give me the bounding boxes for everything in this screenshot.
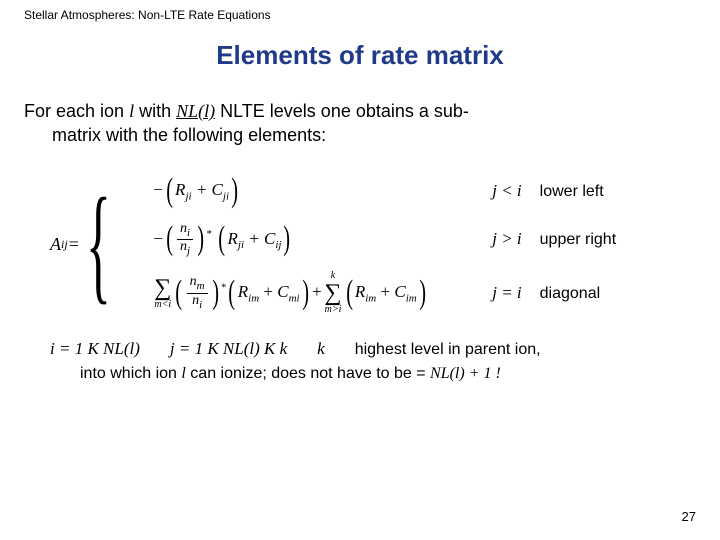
c1-rp: ): [231, 174, 238, 208]
bn-nl: NL(l): [430, 365, 465, 382]
bn-pre: into which ion: [80, 365, 181, 382]
c3-note: diagonal: [540, 285, 601, 303]
left-brace: {: [86, 168, 111, 322]
c2-den-sub: j: [187, 245, 190, 257]
c1-cond: j < i: [492, 181, 521, 201]
c2-frac: ninj: [177, 222, 193, 258]
c3-lp1: (: [176, 276, 183, 310]
c1-neg: −: [152, 180, 163, 199]
c3-sum2-bot: m>i: [325, 305, 342, 315]
lhs: Aij =: [50, 168, 86, 322]
intro-pre: For each ion: [24, 101, 129, 121]
c2-den-n: n: [180, 239, 187, 254]
bn-post: + 1 !: [465, 365, 501, 382]
lhs-sub: ij: [61, 237, 68, 252]
c2-lp1: (: [166, 222, 173, 256]
c3-C2: C: [394, 282, 405, 301]
intro-line2: matrix with the following elements:: [24, 123, 696, 147]
c2-Csub: ij: [275, 239, 281, 251]
j-range: j = 1 K NL(l) K k: [170, 339, 287, 359]
c2-rp2: ): [284, 222, 291, 256]
c3-sum2: k∑m>i: [324, 271, 341, 315]
c1-plus: +: [192, 180, 212, 199]
c3-C2sub: im: [406, 293, 417, 305]
page-number: 27: [682, 509, 696, 524]
case-upper-right: −(ninj)* (Rji + Cij) j > i upper right: [152, 222, 616, 258]
index-ranges: i = 1 K NL(l) j = 1 K NL(l) K k k highes…: [50, 339, 700, 359]
c3-R2: R: [355, 282, 365, 301]
c3-C1: C: [277, 282, 288, 301]
c3-rp3: ): [419, 276, 426, 310]
c1-R: R: [175, 180, 185, 199]
intro-mid: with: [134, 101, 176, 121]
c3-num-n: n: [190, 274, 197, 289]
bn-mid: can ionize; does not have to be =: [186, 365, 430, 382]
intro-post: NLTE levels one obtains a sub-: [215, 101, 469, 121]
c2-R: R: [228, 228, 238, 247]
c2-plus: +: [244, 228, 264, 247]
c2-num-sub: i: [187, 226, 190, 238]
matrix-definition: Aij = { −(Rji + Cji) j < i lower left −(…: [50, 168, 700, 322]
c3-lp2: (: [229, 276, 236, 310]
slide: Stellar Atmospheres: Non-LTE Rate Equati…: [0, 0, 720, 540]
c3-R1sub: im: [248, 293, 259, 305]
c3-R1: R: [238, 282, 248, 301]
cases: −(Rji + Cji) j < i lower left −(ninj)* (…: [152, 168, 616, 322]
c2-cond: j > i: [492, 229, 521, 249]
c1-Csub: ji: [223, 190, 229, 202]
c3-num-sub: m: [197, 280, 205, 292]
c3-C1sub: mi: [289, 293, 300, 305]
c3-sum1-bot: m<i: [154, 300, 171, 310]
c3-frac: nmni: [187, 275, 208, 311]
c3-sum1: ∑m<i: [154, 276, 171, 310]
intro-nll: NL(l): [176, 101, 215, 121]
case-lower-left: −(Rji + Cji) j < i lower left: [152, 174, 616, 208]
c3-R2sub: im: [365, 293, 376, 305]
lhs-eq: =: [68, 234, 80, 255]
k-sym: k: [317, 339, 325, 359]
k-desc: highest level in parent ion,: [355, 341, 541, 359]
slide-title: Elements of rate matrix: [20, 40, 700, 71]
c3-lp3: (: [346, 276, 353, 310]
c3-rp2: ): [302, 276, 309, 310]
c3-cond: j = i: [492, 283, 521, 303]
c3-star: *: [221, 282, 227, 294]
c2-lp2: (: [218, 222, 225, 256]
intro-paragraph: For each ion l with NL(l) NLTE levels on…: [20, 99, 700, 148]
c1-lp: (: [166, 174, 173, 208]
c3-plusmid: +: [311, 282, 322, 301]
c2-note: upper right: [540, 231, 617, 249]
i-range: i = 1 K NL(l): [50, 339, 140, 359]
c1-note: lower left: [540, 183, 604, 201]
bottom-note: into which ion l can ionize; does not ha…: [80, 365, 700, 383]
c2-star: *: [206, 228, 212, 240]
header-text: Stellar Atmospheres: Non-LTE Rate Equati…: [24, 8, 700, 22]
c2-neg: −: [152, 228, 163, 247]
c2-num-n: n: [180, 221, 187, 236]
lhs-A: A: [50, 234, 61, 255]
c1-C: C: [212, 180, 223, 199]
c2-rp1: ): [197, 222, 204, 256]
c2-C: C: [264, 228, 275, 247]
c3-rp1: ): [212, 276, 219, 310]
case-diagonal: ∑m<i(nmni)*(Rim + Cmi)+k∑m>i(Rim + Cim) …: [152, 271, 616, 315]
c3-den-sub: i: [199, 299, 202, 311]
